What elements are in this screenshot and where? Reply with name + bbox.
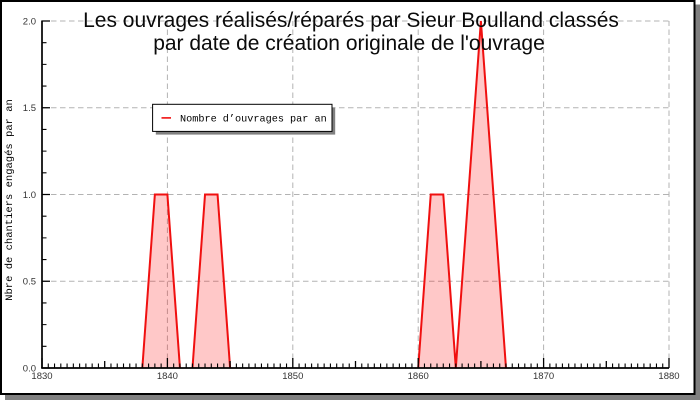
svg-text:0.0: 0.0	[23, 363, 36, 374]
svg-text:Nbre de chantiers engagés par: Nbre de chantiers engagés par an	[4, 99, 16, 301]
svg-text:0.5: 0.5	[23, 277, 36, 288]
svg-text:Les ouvrages réalisés/réparés: Les ouvrages réalisés/réparés par Sieur …	[83, 9, 619, 32]
svg-text:par date de création originale: par date de création originale de l'ouvr…	[153, 32, 545, 55]
svg-text:1.0: 1.0	[23, 190, 36, 201]
svg-text:1850: 1850	[282, 371, 303, 382]
svg-text:2.0: 2.0	[23, 16, 36, 27]
svg-text:1880: 1880	[658, 371, 679, 382]
svg-text:Nombre d’ouvrages par an: Nombre d’ouvrages par an	[180, 114, 327, 126]
svg-text:1860: 1860	[408, 371, 429, 382]
svg-text:1830: 1830	[31, 371, 52, 382]
svg-text:1.5: 1.5	[23, 103, 36, 114]
svg-text:1870: 1870	[533, 371, 554, 382]
svg-text:1840: 1840	[157, 371, 178, 382]
